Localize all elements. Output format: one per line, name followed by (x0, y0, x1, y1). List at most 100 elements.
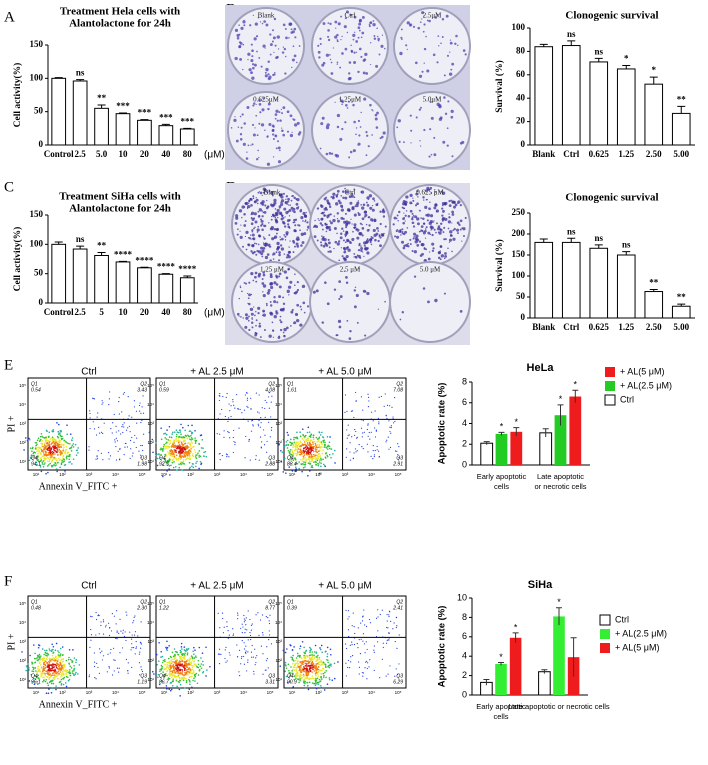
colony (379, 222, 382, 226)
event-dot (62, 454, 65, 457)
quadrant-value: 96.1 (31, 679, 41, 685)
event-dot (181, 442, 183, 445)
event-dot (321, 452, 324, 455)
event-dot (48, 677, 51, 679)
event-dot (304, 655, 307, 658)
colony (299, 323, 303, 327)
colony (423, 247, 426, 249)
event-dot (356, 642, 358, 645)
event-dot (105, 624, 107, 626)
event-dot (51, 465, 53, 468)
colony (418, 74, 423, 78)
event-dot (30, 673, 33, 676)
event-dot (190, 662, 193, 665)
event-dot (133, 634, 136, 636)
event-dot (48, 458, 51, 461)
event-dot (165, 433, 168, 436)
colony (397, 220, 399, 222)
well (389, 261, 471, 343)
event-dot (109, 652, 111, 654)
event-dot (286, 681, 289, 684)
colony (406, 21, 410, 25)
event-dot (385, 642, 388, 644)
colony (436, 227, 441, 231)
event-dot (293, 669, 296, 671)
colony (272, 329, 274, 332)
event-dot (327, 664, 330, 667)
colony (426, 69, 430, 73)
colony (261, 22, 264, 25)
event-dot (310, 648, 313, 651)
colony (392, 223, 395, 226)
colony (441, 204, 444, 207)
event-dot (38, 655, 40, 657)
event-dot (297, 664, 299, 667)
colony (401, 206, 404, 209)
event-dot (58, 459, 61, 461)
colony (447, 100, 450, 103)
event-dot (183, 655, 185, 657)
event-dot (282, 471, 285, 473)
event-dot (315, 445, 318, 448)
colony (356, 236, 360, 240)
x-tick-label: 10¹ (161, 472, 168, 477)
event-dot (175, 435, 178, 438)
event-dot (228, 456, 230, 458)
colony (357, 26, 361, 30)
event-dot (58, 668, 60, 671)
colony (373, 219, 376, 222)
event-dot (302, 455, 305, 458)
x-tick-label: 5.00 (673, 149, 689, 159)
bar (51, 243, 67, 304)
colony (250, 217, 253, 219)
colony (302, 301, 306, 305)
event-dot (313, 651, 316, 653)
event-dot (162, 464, 165, 466)
event-dot (188, 660, 191, 662)
event-dot (304, 682, 306, 685)
event-dot (39, 438, 42, 441)
event-dot (328, 678, 331, 681)
colony (424, 205, 428, 210)
colony (347, 248, 351, 252)
colony (252, 237, 255, 240)
colony (369, 103, 372, 107)
colony (268, 189, 271, 192)
event-dot (305, 686, 307, 689)
colony (324, 281, 327, 284)
event-dot (308, 657, 311, 659)
error-bar (498, 431, 505, 436)
event-dot (219, 413, 221, 415)
colony (332, 218, 336, 223)
event-dot (60, 669, 63, 671)
event-dot (43, 679, 45, 681)
event-dot (159, 448, 162, 451)
colony (360, 204, 362, 206)
event-dot (354, 428, 356, 431)
event-dot (344, 411, 346, 413)
event-dot (134, 434, 136, 437)
event-dot (181, 469, 184, 471)
event-dot (191, 657, 194, 660)
colony (265, 67, 269, 72)
colony (422, 30, 425, 33)
colony (397, 119, 401, 123)
colony (267, 107, 270, 111)
event-dot (185, 664, 188, 667)
event-dot (310, 448, 313, 451)
colony (276, 247, 280, 251)
event-dot (127, 670, 129, 672)
y-tick-label: 50 (34, 106, 44, 116)
event-dot (380, 395, 382, 398)
event-dot (289, 452, 291, 455)
bar (179, 277, 195, 304)
colony (453, 205, 456, 209)
colony (344, 187, 346, 190)
colony (301, 284, 306, 289)
event-dot (296, 445, 299, 447)
colony (434, 16, 437, 19)
event-dot (172, 441, 174, 444)
colony (260, 224, 263, 227)
event-dot (123, 422, 125, 424)
event-dot (294, 448, 297, 451)
